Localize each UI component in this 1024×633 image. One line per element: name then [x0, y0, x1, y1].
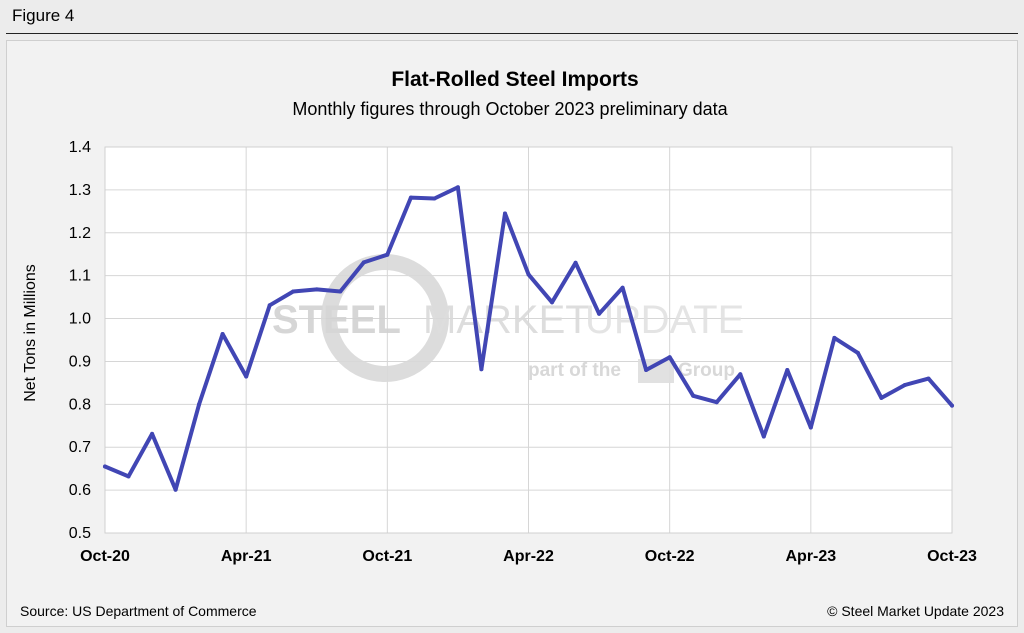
data-point [550, 300, 554, 305]
plot-border [104, 146, 953, 534]
data-point [267, 303, 272, 308]
data-point [432, 196, 437, 201]
x-tick-label: Oct-20 [80, 548, 130, 565]
watermark-tagline-end: Group [678, 360, 735, 381]
y-tick-label: 1.2 [69, 225, 91, 242]
watermark-word-market: MARKET [423, 298, 590, 342]
y-axis-ticks: 0.5 0.6 0.7 0.8 0.9 1.0 1.1 1.2 1.3 1.4 [69, 139, 91, 542]
data-point [714, 400, 719, 405]
chart-subtitle: Monthly figures through October 2023 pre… [292, 99, 728, 119]
x-tick-label: Oct-22 [645, 548, 695, 565]
x-axis-ticks: Oct-20 Apr-21 Oct-21 Apr-22 Oct-22 Apr-23 Oct-… [80, 548, 977, 565]
data-point [126, 474, 131, 479]
y-axis-label: Net Tons in Millions [22, 264, 39, 402]
y-tick-label: 1.1 [69, 268, 91, 285]
y-tick-label: 1.3 [69, 182, 91, 199]
watermark-word-steel: STEEL [272, 298, 401, 342]
data-point [197, 402, 202, 407]
watermark-ring-icon [321, 254, 449, 382]
data-point [573, 260, 578, 265]
y-tick-label: 0.5 [69, 525, 91, 542]
data-point [244, 374, 249, 379]
figure-label: Figure 4 [12, 6, 75, 25]
gridlines [104, 146, 953, 534]
data-point [808, 425, 813, 430]
data-point [855, 350, 860, 355]
data-point [526, 272, 531, 277]
x-tick-label: Apr-22 [503, 548, 554, 565]
data-point [691, 393, 696, 398]
y-tick-label: 0.7 [69, 439, 91, 456]
data-point [291, 289, 296, 294]
data-point [761, 434, 766, 439]
data-point [644, 368, 649, 372]
data-point [408, 195, 413, 200]
copyright-note: © Steel Market Update 2023 [827, 603, 1004, 619]
chart-title: Flat-Rolled Steel Imports [391, 68, 638, 91]
y-tick-label: 1.4 [69, 139, 91, 156]
source-note: Source: US Department of Commerce [20, 603, 257, 619]
data-point [926, 376, 931, 381]
y-tick-label: 0.6 [69, 482, 91, 499]
data-point [338, 289, 343, 294]
figure-divider [6, 33, 1018, 34]
watermark: STEEL MARKET UPDATE part of the Group [272, 254, 744, 383]
data-point [879, 395, 884, 400]
data-point [173, 487, 178, 492]
data-point [103, 464, 107, 469]
data-point [385, 252, 390, 257]
watermark-tagline: part of the [528, 360, 621, 381]
x-tick-label: Oct-23 [927, 548, 977, 565]
y-tick-label: 0.9 [69, 353, 91, 370]
series-layer [103, 185, 954, 492]
data-point [950, 403, 954, 408]
data-point [503, 211, 507, 216]
data-point [785, 368, 790, 372]
data-point [738, 372, 743, 377]
data-point [902, 383, 907, 387]
data-point [220, 332, 225, 336]
x-tick-label: Oct-21 [362, 548, 412, 565]
data-point [150, 431, 155, 436]
watermark-word-update: UPDATE [585, 298, 744, 342]
data-point [597, 311, 602, 316]
data-point [455, 185, 460, 190]
y-tick-label: 0.8 [69, 396, 91, 413]
data-point [620, 285, 625, 290]
x-tick-label: Apr-23 [785, 548, 836, 565]
y-tick-label: 1.0 [69, 311, 91, 328]
data-point [667, 355, 672, 360]
x-tick-label: Apr-21 [221, 548, 272, 565]
data-point [479, 367, 484, 372]
data-point [361, 260, 366, 265]
data-point [832, 335, 837, 340]
data-point [314, 287, 319, 292]
